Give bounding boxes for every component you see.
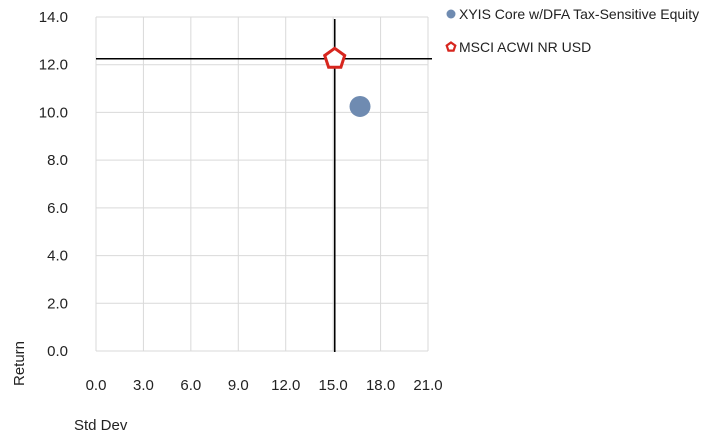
legend-marker-pentagon: [445, 41, 457, 52]
x-tick-label: 15.0: [319, 377, 348, 394]
y-tick-label: 12.0: [39, 57, 68, 74]
x-tick-label: 12.0: [271, 377, 300, 394]
x-tick-label: 6.0: [180, 377, 201, 394]
reference-lines: [96, 19, 432, 352]
x-tick-label: 0.0: [86, 377, 107, 394]
grid: [95, 16, 429, 352]
x-tick-label: 9.0: [228, 377, 249, 394]
y-tick-label: 8.0: [47, 152, 68, 169]
x-axis-title: Std Dev: [74, 417, 128, 434]
legend-marker-circle: [446, 9, 456, 19]
x-tick-label: 3.0: [133, 377, 154, 394]
x-tick-label: 18.0: [366, 377, 395, 394]
legend: XYIS Core w/DFA Tax-Sensitive Equity MSCI…: [445, 6, 699, 55]
y-tick-label: 14.0: [39, 9, 68, 26]
y-tick-label: 10.0: [39, 104, 68, 121]
x-tick-label: 21.0: [413, 377, 442, 394]
tick-labels: 0.0 3.0 6.0 9.0 12.0 15.0 18.0 21.0 0.0 2.0 4.0 6.0…: [39, 9, 443, 394]
y-axis-title: Return: [11, 341, 28, 386]
data-points: [322, 46, 371, 117]
legend-label: MSCI ACWI NR USD: [459, 39, 591, 55]
data-point-benchmark: [322, 46, 347, 69]
y-tick-label: 2.0: [47, 295, 68, 312]
legend-label: XYIS Core w/DFA Tax-Sensitive Equity: [459, 6, 699, 22]
y-tick-label: 6.0: [47, 200, 68, 217]
y-tick-label: 0.0: [47, 343, 68, 360]
y-tick-label: 4.0: [47, 248, 68, 265]
data-point-portfolio: [349, 95, 371, 117]
